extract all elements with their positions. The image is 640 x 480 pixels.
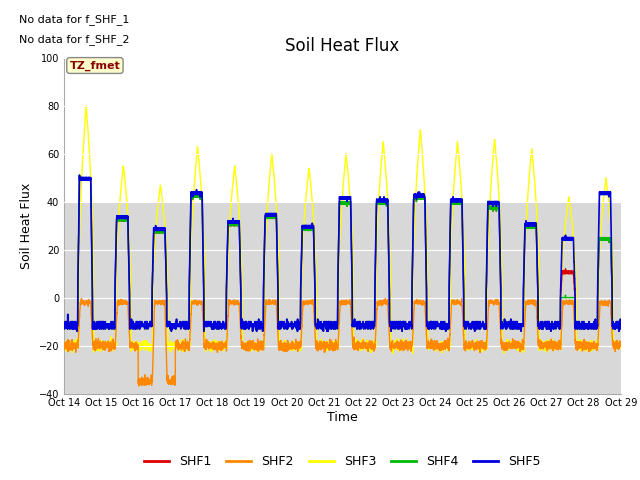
Title: Soil Heat Flux: Soil Heat Flux xyxy=(285,36,399,55)
Y-axis label: Soil Heat Flux: Soil Heat Flux xyxy=(20,182,33,269)
Bar xyxy=(64,58,621,202)
Legend: SHF1, SHF2, SHF3, SHF4, SHF5: SHF1, SHF2, SHF3, SHF4, SHF5 xyxy=(139,450,546,473)
Text: TZ_fmet: TZ_fmet xyxy=(70,60,120,71)
Text: No data for f_SHF_2: No data for f_SHF_2 xyxy=(19,34,130,45)
Text: No data for f_SHF_1: No data for f_SHF_1 xyxy=(19,14,130,25)
X-axis label: Time: Time xyxy=(327,411,358,424)
